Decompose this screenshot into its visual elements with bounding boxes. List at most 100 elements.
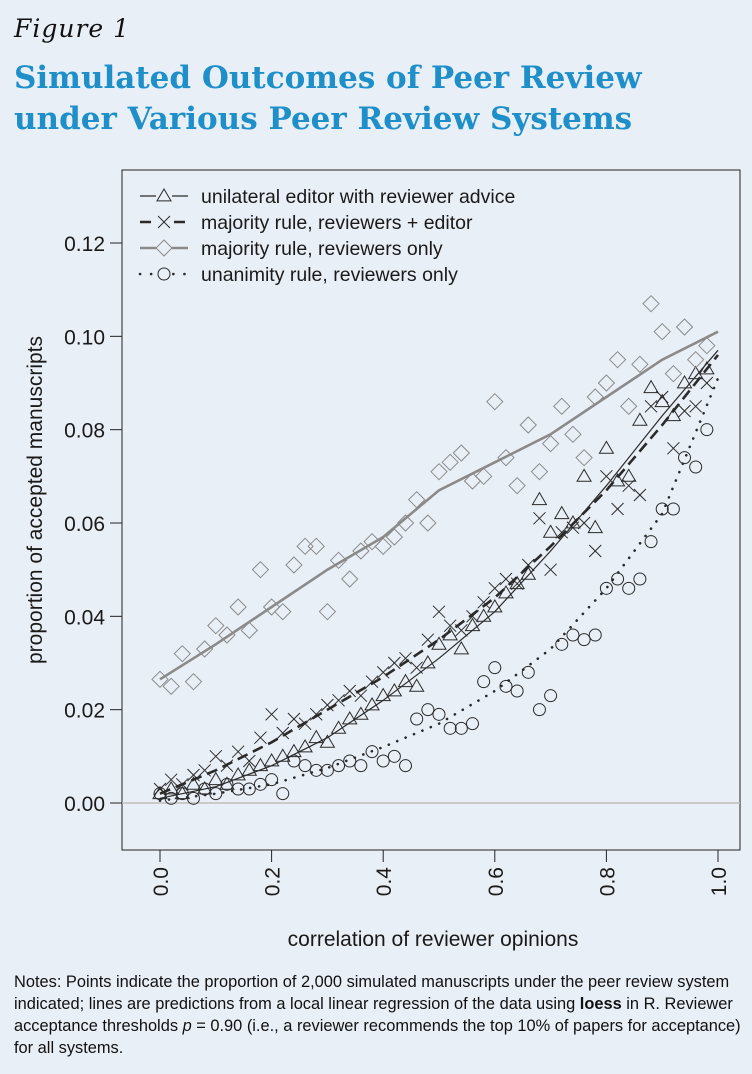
- data-point-triangle: [520, 566, 537, 580]
- data-point-x-stroke: [443, 619, 457, 633]
- data-point-x: [388, 656, 401, 670]
- legend-marker-circle: [157, 267, 171, 281]
- data-point-circle: [544, 689, 558, 703]
- x-axis-label: correlation of reviewer opinions: [288, 928, 579, 951]
- data-point-x: [410, 661, 424, 675]
- data-point-diamond: [631, 355, 649, 374]
- data-point-diamond: [430, 462, 448, 481]
- data-point-triangle: [364, 697, 380, 711]
- data-point-circle: [376, 754, 390, 768]
- data-point-x: [265, 707, 278, 721]
- data-point-x: [544, 563, 557, 577]
- data-point-diamond: [184, 672, 203, 691]
- x-tick-label: 0.0: [150, 867, 173, 896]
- data-point-diamond: [686, 350, 705, 369]
- data-point-circle: [220, 777, 234, 791]
- data-point-circle: [298, 759, 312, 773]
- data-point-x-stroke: [254, 731, 267, 745]
- data-point-diamond: [519, 416, 537, 434]
- data-point-circle: [253, 777, 267, 791]
- data-point-x: [477, 595, 490, 609]
- data-point-triangle: [643, 379, 659, 394]
- data-point-circle: [566, 628, 580, 642]
- x-tick-label: 1.0: [708, 867, 731, 896]
- data-point-x-stroke: [655, 390, 669, 404]
- data-point-x: [432, 605, 446, 619]
- data-point-diamond: [195, 640, 214, 658]
- legend-marker-triangle: [156, 188, 172, 202]
- data-point-x-stroke: [365, 675, 379, 689]
- data-point-x: [555, 525, 569, 539]
- data-point-circle: [287, 754, 301, 768]
- data-point-triangle: [308, 729, 325, 744]
- data-point-circle: [309, 763, 323, 777]
- data-point-triangle: [252, 757, 269, 772]
- legend-marker-bg: [156, 239, 172, 257]
- data-point-x-stroke: [622, 479, 636, 493]
- fit-line-diamond: [159, 330, 719, 681]
- y-axis-label: proportion of accepted manuscripts: [24, 336, 47, 664]
- data-point-x-stroke: [577, 516, 591, 530]
- legend-marker-x-stroke: [157, 215, 171, 229]
- data-point-diamond: [229, 598, 247, 616]
- data-point-x: [533, 511, 546, 525]
- data-point-x-stroke: [388, 656, 401, 670]
- y-tick-label: 0.00: [64, 793, 105, 816]
- data-point-circle: [399, 759, 413, 773]
- data-point-circle: [588, 628, 602, 642]
- data-point-circle: [454, 721, 468, 735]
- data-point-diamond: [318, 602, 337, 621]
- data-point-x-stroke: [633, 488, 647, 502]
- data-point-circle: [521, 665, 535, 679]
- fit-line-triangle: [159, 349, 719, 799]
- data-point-circle: [510, 684, 524, 698]
- data-point-diamond: [586, 388, 604, 406]
- x-tick-label: 0.6: [485, 867, 508, 896]
- data-point-circle: [477, 675, 491, 689]
- data-point-diamond: [564, 425, 582, 444]
- data-point-x: [566, 521, 580, 535]
- data-point-diamond: [396, 514, 415, 532]
- data-point-x-stroke: [477, 595, 490, 609]
- data-point-diamond: [530, 462, 549, 481]
- data-point-triangle: [576, 468, 592, 482]
- chart: 0.00 0.02 0.04 0.06 0.08 0.10 0.12 0.0 0.2 0.4 0.6…: [24, 169, 741, 951]
- data-point-x-stroke: [432, 605, 446, 619]
- data-point-diamond: [307, 537, 325, 556]
- data-point-x: [577, 516, 591, 530]
- data-point-diamond: [474, 467, 493, 486]
- data-point-x-stroke: [555, 525, 569, 539]
- data-point-triangle: [297, 739, 313, 753]
- notes-symbol: p: [182, 1017, 192, 1035]
- legend-label: unanimity rule, reviewers only: [201, 264, 458, 286]
- data-point-x-stroke: [399, 651, 412, 665]
- data-point-x-stroke: [153, 782, 167, 796]
- data-point-x: [600, 469, 613, 483]
- data-point-diamond: [419, 514, 437, 532]
- data-point-diamond: [151, 670, 169, 689]
- data-point-diamond: [207, 616, 225, 635]
- data-point-x-stroke: [198, 763, 211, 777]
- x-tick-label: 0.8: [596, 867, 619, 896]
- data-point-x: [365, 675, 379, 689]
- data-point-circle: [532, 703, 546, 717]
- data-point-x: [443, 619, 457, 633]
- data-point-x: [678, 404, 691, 418]
- data-point-diamond: [642, 294, 660, 313]
- data-point-x: [689, 399, 703, 413]
- figure-notes: Notes: Points indicate the proportion of…: [14, 971, 742, 1059]
- data-point-diamond: [608, 350, 627, 369]
- data-point-x: [276, 726, 290, 740]
- data-point-x: [611, 502, 624, 516]
- data-point-diamond: [653, 322, 671, 341]
- y-tick-label: 0.12: [64, 233, 105, 256]
- data-point-diamond: [274, 602, 292, 621]
- data-point-diamond: [385, 528, 404, 546]
- data-point-diamond: [329, 551, 348, 570]
- data-point-circle: [332, 759, 346, 773]
- data-point-diamond: [575, 448, 593, 467]
- series-group: [151, 294, 720, 805]
- fit-line-circle: [158, 377, 720, 802]
- data-point-triangle: [341, 711, 358, 725]
- data-point-triangle: [319, 734, 336, 748]
